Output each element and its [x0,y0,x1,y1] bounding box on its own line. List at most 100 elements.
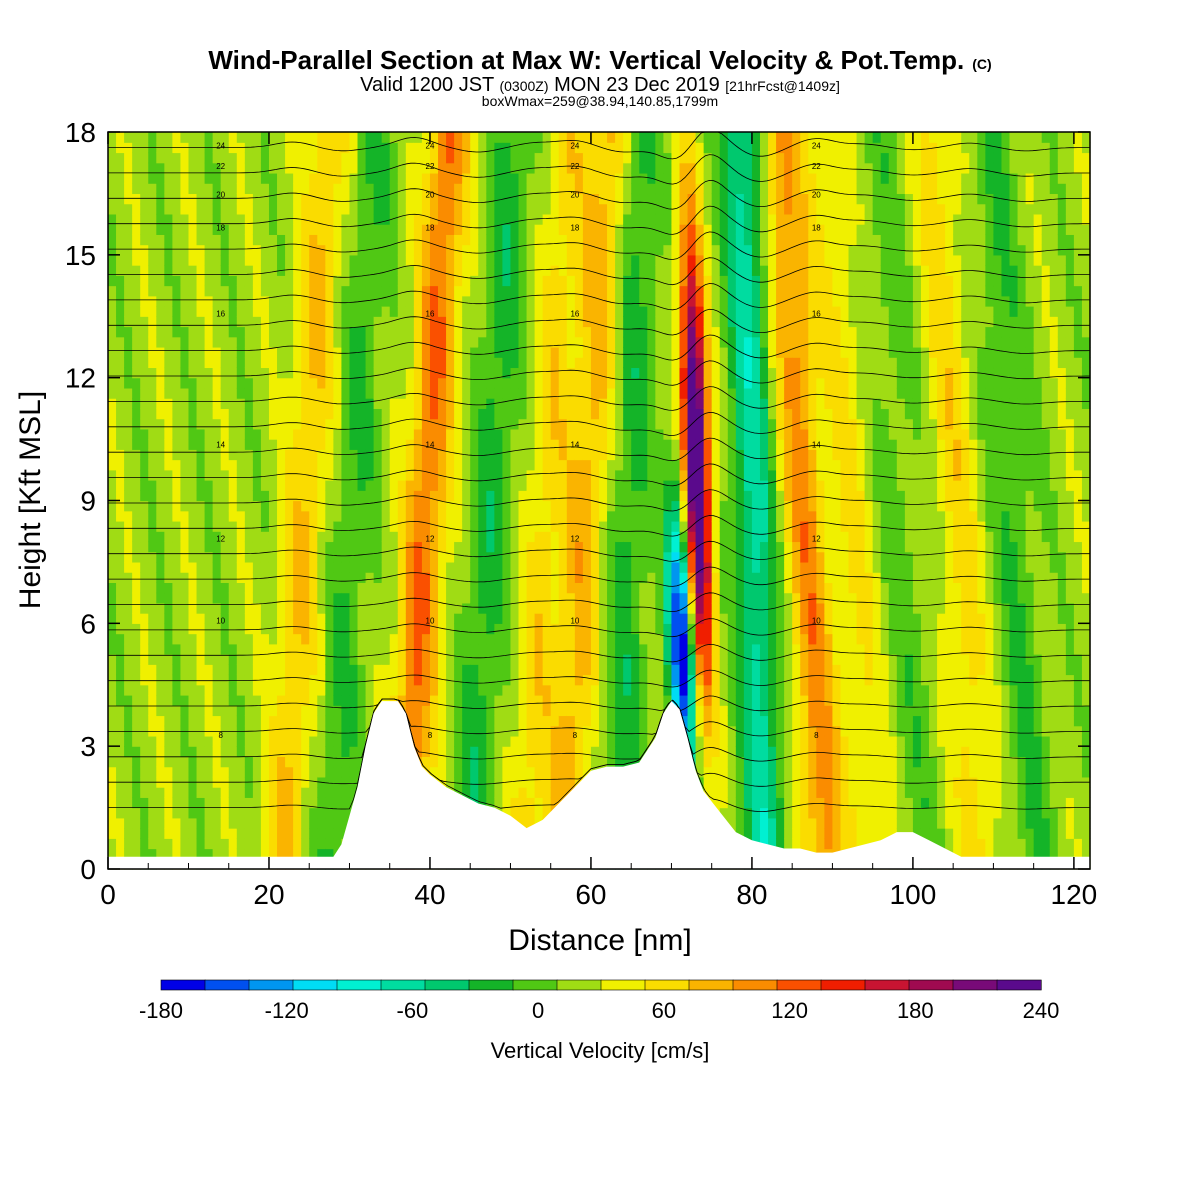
velocity-cell [293,725,302,737]
velocity-cell [405,623,415,635]
velocity-cell [510,551,520,563]
velocity-cell [502,756,512,768]
velocity-cell [228,510,238,522]
velocity-cell [623,142,632,154]
velocity-cell [108,613,117,624]
velocity-cell [317,756,326,768]
velocity-cell [462,756,471,768]
velocity-cell [277,346,286,358]
velocity-cell [132,234,141,246]
velocity-cell [204,234,214,246]
velocity-cell [172,572,182,583]
velocity-cell [108,132,117,143]
velocity-cell [518,449,528,461]
velocity-cell [582,756,592,768]
velocity-cell [454,254,463,266]
velocity-cell [462,408,471,420]
velocity-cell [639,510,648,522]
velocity-cell [349,387,359,399]
velocity-cell [405,561,415,573]
velocity-cell [285,367,294,379]
velocity-cell [599,510,608,522]
velocity-cell [574,756,584,768]
velocity-cell [204,592,214,604]
velocity-cell [124,377,133,389]
velocity-cell [132,756,141,768]
velocity-cell [582,613,592,624]
velocity-cell [438,480,447,491]
velocity-cell [389,480,399,491]
velocity-cell [140,152,149,164]
velocity-cell [486,387,495,399]
velocity-cell [156,654,165,665]
velocity-cell [615,183,624,195]
velocity-cell [647,387,656,399]
velocity-cell [373,490,383,502]
velocity-cell [252,756,262,768]
velocity-cell [244,152,254,164]
velocity-cell [116,459,125,471]
velocity-cell [631,449,640,461]
velocity-cell [317,449,326,461]
velocity-cell [164,592,173,604]
velocity-cell [268,398,278,409]
velocity-cell [421,316,431,328]
velocity-cell [373,285,383,297]
velocity-cell [639,408,648,420]
velocity-cell [349,561,359,573]
velocity-cell [365,254,375,266]
velocity-cell [156,398,165,409]
velocity-cell [277,152,286,164]
velocity-cell [116,643,125,655]
velocity-cell [647,541,656,553]
velocity-cell [582,316,592,328]
velocity-cell [381,664,391,676]
velocity-cell [196,561,206,573]
velocity-cell [470,172,479,184]
velocity-cell [108,244,117,256]
velocity-cell [132,817,141,829]
velocity-cell [607,643,616,655]
velocity-cell [309,828,318,839]
velocity-cell [172,346,182,358]
velocity-cell [333,756,343,768]
velocity-cell [309,500,318,512]
velocity-cell [397,172,407,184]
velocity-cell [164,336,173,348]
velocity-cell [196,152,206,164]
velocity-cell [172,735,182,747]
velocity-cell [357,643,367,655]
velocity-cell [140,326,149,338]
velocity-cell [526,418,536,430]
velocity-cell [615,520,624,532]
velocity-cell [204,541,214,553]
velocity-cell [212,162,222,174]
velocity-cell [397,684,407,696]
velocity-cell [607,162,616,174]
velocity-cell [124,193,133,205]
velocity-cell [462,694,471,706]
velocity-cell [293,275,302,287]
velocity-cell [639,551,648,563]
velocity-cell [631,459,640,471]
velocity-cell [132,797,141,809]
velocity-cell [494,234,504,246]
velocity-cell [462,224,471,235]
velocity-cell [317,848,326,860]
velocity-cell [607,684,616,696]
velocity-cell [446,715,455,727]
velocity-cell [558,336,568,348]
velocity-cell [188,500,198,512]
velocity-cell [623,172,632,184]
velocity-cell [462,776,471,788]
velocity-cell [204,756,214,768]
velocity-cell [574,295,584,307]
velocity-cell [260,469,270,481]
velocity-cell [212,183,222,195]
velocity-cell [204,848,214,860]
velocity-cell [462,684,471,696]
velocity-cell [631,183,640,195]
velocity-cell [268,541,278,553]
velocity-cell [301,613,310,624]
velocity-cell [212,643,222,655]
